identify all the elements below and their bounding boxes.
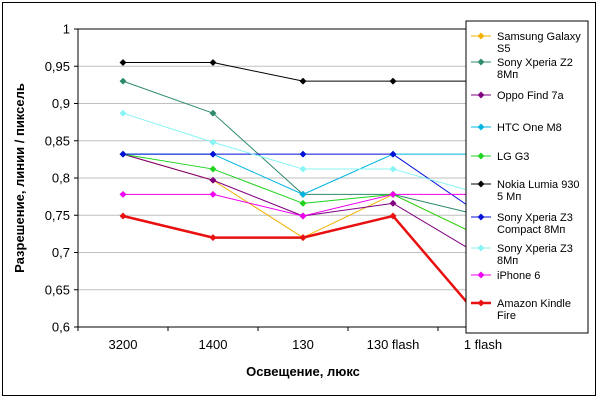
legend-swatch-marker: [477, 32, 485, 40]
data-point: [299, 212, 307, 220]
gridlines: [78, 65, 528, 291]
legend-entry: iPhone 6: [471, 270, 540, 282]
legend-swatch-marker: [477, 58, 485, 66]
data-point: [119, 150, 127, 158]
series-4: [119, 150, 487, 198]
legend-entry: LG G3: [471, 151, 529, 163]
legend-swatch-marker: [477, 213, 485, 221]
y-tick-label: 0,75: [45, 208, 70, 223]
series-group: [119, 58, 487, 325]
data-point: [209, 109, 217, 117]
legend-label: Sony Xperia Z3: [497, 243, 573, 255]
data-point: [389, 150, 397, 158]
legend-swatch-marker: [477, 91, 485, 99]
legend-label: iPhone 6: [497, 270, 540, 282]
legend-label: Sony Xperia Z2: [497, 57, 573, 69]
data-point: [389, 212, 397, 220]
x-tick-label: 130: [292, 337, 314, 352]
data-point: [119, 109, 127, 117]
data-point: [299, 77, 307, 85]
legend-label: Sony Xperia Z3: [497, 212, 573, 224]
legend-label: 8Мп: [497, 69, 518, 81]
series-2: [119, 77, 487, 220]
legend-label: 8Мп: [497, 255, 518, 267]
data-point: [119, 190, 127, 198]
y-tick-label: 0,6: [52, 320, 70, 335]
series-6: [119, 58, 487, 85]
y-tick-label: 0,65: [45, 282, 70, 297]
data-point: [209, 190, 217, 198]
series-9: [119, 190, 487, 220]
data-point: [389, 165, 397, 173]
data-point: [299, 199, 307, 207]
data-point: [209, 176, 217, 184]
x-tick-label: 1400: [199, 337, 228, 352]
x-axis-title: Освещение, люкс: [246, 364, 360, 379]
y-tick-label: 0,8: [52, 171, 70, 186]
series-line: [122, 214, 484, 322]
legend-label: LG G3: [497, 151, 529, 163]
data-point: [209, 58, 217, 67]
data-point: [209, 150, 217, 158]
y-tick-label: 0,7: [52, 245, 70, 260]
data-point: [389, 77, 397, 85]
legend-label: Nokia Lumia 930: [497, 179, 580, 191]
data-point: [119, 212, 127, 220]
y-tick-label: 0,9: [52, 96, 70, 111]
data-point: [299, 234, 307, 242]
data-point: [209, 165, 217, 173]
y-tick-label: 0,95: [45, 59, 70, 74]
legend-swatch-marker: [477, 244, 485, 252]
legend-label: HTC One M8: [497, 122, 562, 134]
legend-label: Compact 8Мп: [497, 224, 565, 236]
legend-entry: HTC One M8: [471, 122, 562, 134]
x-tick-label: 130 flash: [367, 337, 420, 352]
legend-swatch-marker: [477, 299, 485, 307]
x-tick-label: 1 flash: [464, 337, 502, 352]
axis-ticks: 0,6 0,65 0,7 0,75 0,8 0,85 0,9 0,95 1 3200 1400 130…: [45, 22, 529, 352]
series-7: [119, 150, 487, 220]
y-tick-label: 1: [63, 22, 70, 37]
data-point: [389, 190, 397, 198]
series-10: [119, 212, 487, 325]
data-point: [299, 165, 307, 173]
series-line: [123, 153, 483, 195]
y-axis-title: Разрешение, линии / пиксель: [12, 83, 27, 273]
legend-label: Samsung Galaxy: [497, 31, 581, 43]
legend-box: [465, 20, 589, 334]
legend-swatch-marker: [477, 271, 485, 279]
legend-swatch-marker: [477, 180, 485, 188]
y-tick-label: 0,85: [45, 133, 70, 148]
data-point: [299, 190, 307, 198]
data-point: [209, 234, 217, 242]
legend-swatch-marker: [477, 152, 485, 160]
legend-swatch-marker: [477, 123, 485, 131]
data-point: [299, 150, 307, 158]
x-tick-label: 3200: [109, 337, 138, 352]
data-point: [119, 58, 127, 67]
legend-label: S5: [497, 43, 510, 55]
data-point: [119, 77, 127, 85]
data-point: [209, 138, 217, 146]
data-point: [389, 199, 397, 207]
legend-label: Fire: [497, 310, 516, 322]
legend-label: 5 Мп: [497, 191, 521, 203]
legend-entry: Oppo Find 7a: [471, 90, 565, 102]
legend-label: Oppo Find 7a: [497, 90, 565, 102]
legend-label: Amazon Kindle: [497, 298, 571, 310]
